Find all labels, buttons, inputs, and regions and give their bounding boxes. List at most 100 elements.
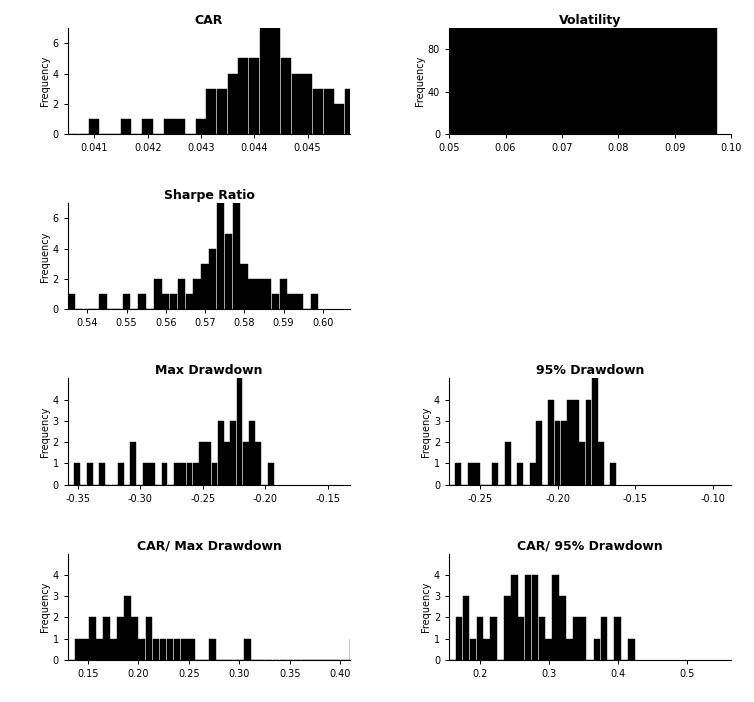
Bar [419, 119, 430, 134]
Bar [553, 575, 559, 660]
Bar [143, 119, 152, 134]
Bar [217, 204, 225, 310]
Bar [517, 463, 523, 484]
Bar [238, 58, 249, 134]
Bar [377, 88, 387, 134]
Bar [467, 463, 474, 484]
Bar [237, 378, 243, 484]
Bar [566, 639, 572, 660]
Bar [199, 442, 205, 484]
Bar [256, 442, 261, 484]
Bar [490, 617, 497, 660]
Bar [593, 639, 600, 660]
Bar [409, 119, 419, 134]
Bar [292, 74, 302, 134]
Bar [74, 463, 80, 484]
Bar [268, 463, 274, 484]
Bar [103, 617, 110, 660]
Bar [388, 74, 397, 134]
Bar [89, 119, 100, 134]
Bar [178, 279, 185, 310]
Title: 95% Drawdown: 95% Drawdown [536, 364, 645, 377]
Bar [181, 639, 188, 660]
Bar [139, 639, 146, 660]
Bar [160, 639, 167, 660]
Bar [228, 74, 238, 134]
Bar [87, 463, 93, 484]
Bar [580, 617, 587, 660]
Bar [225, 234, 232, 310]
Title: Volatility: Volatility [559, 14, 621, 27]
Bar [311, 294, 318, 310]
Bar [264, 279, 271, 310]
Bar [232, 204, 240, 310]
Bar [586, 399, 591, 484]
Bar [217, 88, 227, 134]
Bar [270, 28, 280, 134]
Bar [201, 264, 209, 310]
Bar [452, 119, 461, 134]
Bar [249, 58, 259, 134]
Bar [174, 463, 180, 484]
Bar [573, 399, 579, 484]
Bar [474, 463, 480, 484]
Bar [152, 639, 159, 660]
Bar [287, 294, 295, 310]
Bar [494, 119, 504, 134]
Bar [224, 442, 230, 484]
Bar [573, 617, 580, 660]
Bar [196, 119, 206, 134]
Bar [123, 294, 130, 310]
Bar [456, 617, 462, 660]
Bar [205, 442, 211, 484]
Bar [598, 442, 604, 484]
Bar [154, 279, 161, 310]
Bar [441, 119, 451, 134]
Bar [186, 463, 192, 484]
Bar [230, 421, 236, 484]
Bar [143, 463, 149, 484]
Bar [146, 617, 152, 660]
Bar [518, 617, 525, 660]
Bar [170, 294, 177, 310]
Bar [455, 463, 461, 484]
Bar [193, 463, 199, 484]
Y-axis label: Frequency: Frequency [421, 406, 431, 457]
Bar [131, 617, 138, 660]
Bar [82, 639, 89, 660]
Bar [89, 617, 96, 660]
Bar [99, 463, 105, 484]
Bar [167, 639, 173, 660]
Bar [470, 639, 477, 660]
Bar [538, 617, 545, 660]
Bar [249, 421, 255, 484]
Bar [149, 463, 155, 484]
Bar [180, 463, 186, 484]
Bar [430, 74, 440, 134]
Bar [536, 421, 542, 484]
Bar [68, 294, 75, 310]
Bar [185, 294, 193, 310]
Bar [75, 639, 81, 660]
Title: CAR/ 95% Drawdown: CAR/ 95% Drawdown [517, 540, 663, 552]
Bar [462, 119, 472, 134]
Title: CAR/ Max Drawdown: CAR/ Max Drawdown [136, 540, 281, 552]
Bar [256, 279, 264, 310]
Bar [209, 249, 216, 310]
Bar [121, 119, 131, 134]
Bar [164, 119, 174, 134]
Title: CAR: CAR [195, 14, 223, 27]
Bar [212, 463, 217, 484]
Bar [218, 421, 224, 484]
Bar [554, 421, 560, 484]
Bar [162, 294, 170, 310]
Bar [207, 88, 216, 134]
Bar [296, 294, 303, 310]
Bar [281, 58, 291, 134]
Bar [280, 279, 287, 310]
Bar [463, 596, 469, 660]
Bar [302, 74, 312, 134]
Bar [600, 617, 607, 660]
Bar [345, 88, 355, 134]
Bar [366, 88, 376, 134]
